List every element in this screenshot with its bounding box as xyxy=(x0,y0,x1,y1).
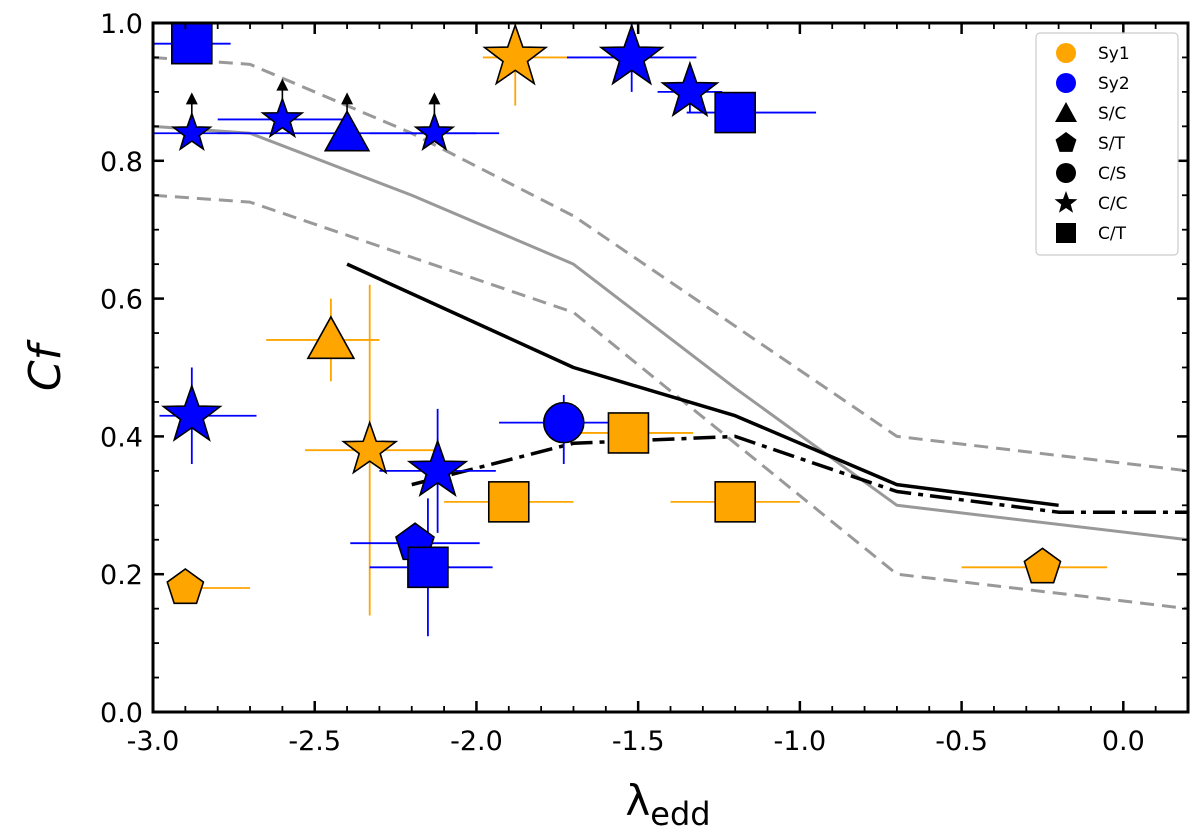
legend-marker-square xyxy=(1056,223,1076,243)
lower-limit-arrowhead xyxy=(276,78,289,91)
x-tick-label: -2.5 xyxy=(288,726,341,757)
data-point-sy2-star xyxy=(161,383,223,442)
legend-label: C/S xyxy=(1098,164,1126,184)
lower-limit-arrowhead xyxy=(428,92,441,105)
data-point-sy2-star xyxy=(260,96,305,139)
model-line-1 xyxy=(152,55,1189,473)
data-point-sy2-star xyxy=(170,111,213,152)
data-point-sy2-star xyxy=(413,111,456,152)
x-tick-label: 0.0 xyxy=(1102,726,1145,757)
data-point-sy1-square xyxy=(607,412,650,454)
data-point-sy2-square xyxy=(714,91,756,134)
data-point-sy1-square xyxy=(487,481,530,523)
data-point-sy2-square xyxy=(407,546,449,589)
legend-symbol xyxy=(1056,73,1076,93)
axis-ticks: -3.0 -2.5 -2.0 -1.5 -1.0 -0.5 0.0 0.0 0.2 0.4 0.6 0… xyxy=(100,9,1188,757)
data-point-sy1-pentagon xyxy=(166,567,205,605)
data-markers xyxy=(161,22,1062,605)
legend-symbol xyxy=(1054,191,1078,213)
x-tick-label: -2.0 xyxy=(450,726,503,757)
data-point-sy1-star xyxy=(482,22,549,86)
legend-marker-circle xyxy=(1056,163,1076,183)
x-tick-label: -1.5 xyxy=(612,726,665,757)
legend-marker-pentagon xyxy=(1055,132,1077,152)
x-axis-title: λedd xyxy=(625,776,710,833)
data-point-sy2-star xyxy=(406,438,469,498)
x-tick-label: -0.5 xyxy=(935,726,988,757)
x-axis-title-sub: edd xyxy=(650,795,710,833)
y-tick-label: 0.4 xyxy=(100,422,143,453)
data-point-sy1-pentagon xyxy=(1023,547,1062,584)
y-tick-label: 1.0 xyxy=(100,9,143,40)
legend-marker-star xyxy=(1054,191,1078,213)
model-lines xyxy=(152,55,1189,611)
model-line-3 xyxy=(346,262,1059,508)
model-line-2 xyxy=(152,193,1189,611)
legend-symbol xyxy=(1055,132,1077,152)
data-point-sy2-triangle xyxy=(323,109,371,152)
legend-marker-circle xyxy=(1056,73,1076,93)
legend-symbol xyxy=(1056,223,1076,243)
data-point-sy2-star xyxy=(598,22,665,86)
legend-symbol xyxy=(1056,163,1076,183)
y-axis-title: Cf xyxy=(20,338,71,391)
lower-limit-arrowhead xyxy=(341,92,354,105)
legend-label: S/T xyxy=(1098,134,1126,154)
data-point-sy1-star xyxy=(341,420,399,475)
legend-label: C/C xyxy=(1098,194,1127,214)
x-tick-label: -3.0 xyxy=(127,726,180,757)
model-line-4 xyxy=(411,434,1188,514)
legend-label: Sy1 xyxy=(1098,44,1130,64)
legend-symbol xyxy=(1055,102,1077,122)
y-tick-label: 0.6 xyxy=(100,285,143,316)
model-line-0 xyxy=(152,124,1189,542)
x-tick-label: -1.0 xyxy=(774,726,827,757)
data-point-sy1-triangle xyxy=(306,315,356,360)
y-tick-label: 0.0 xyxy=(100,698,143,729)
y-tick-label: 0.8 xyxy=(100,147,143,178)
y-tick-label: 0.2 xyxy=(100,560,143,591)
data-point-sy2-square xyxy=(171,22,213,65)
legend-label: S/C xyxy=(1098,104,1126,124)
plot-frame xyxy=(151,21,1190,714)
legend-marker-triangle xyxy=(1055,102,1077,122)
data-point-sy2-circle xyxy=(542,401,585,444)
x-axis-title-main: λ xyxy=(625,776,650,825)
legend-symbol xyxy=(1056,43,1076,63)
lower-limit-arrowhead xyxy=(185,92,198,105)
legend: Sy1 Sy2 S/C S/T C/S C/C C/T xyxy=(1035,32,1179,256)
legend-marker-circle xyxy=(1056,43,1076,63)
data-point-sy2-star xyxy=(660,60,720,118)
data-point-sy1-square xyxy=(714,481,756,523)
legend-label: C/T xyxy=(1098,224,1127,244)
legend-label: Sy2 xyxy=(1098,74,1130,94)
